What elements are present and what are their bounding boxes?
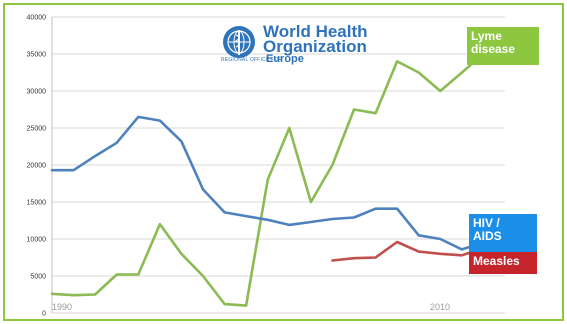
data-point-hiv-aids — [417, 234, 420, 237]
data-point-hiv-aids — [202, 188, 204, 191]
data-point-lyme-disease — [266, 179, 269, 181]
hiv-label: HIV / AIDS — [469, 214, 537, 252]
data-point-lyme-disease — [310, 201, 312, 203]
data-point-lyme-disease — [353, 108, 355, 111]
measles-label: Measles — [469, 252, 537, 274]
data-point-lyme-disease — [331, 164, 334, 166]
who-title-line1: World Health — [263, 22, 368, 41]
y-tick-label: 10000 — [27, 237, 47, 244]
data-point-hiv-aids — [353, 216, 355, 219]
data-point-lyme-disease — [288, 127, 291, 129]
data-point-lyme-disease — [461, 71, 463, 74]
data-point-lyme-disease — [180, 253, 183, 255]
series-line-measles — [331, 240, 485, 262]
y-tick-label: 25000 — [27, 126, 47, 133]
data-point-hiv-aids — [72, 169, 75, 171]
x-label-end: 2010 — [430, 302, 450, 312]
who-title-line2: Organization — [263, 37, 367, 56]
data-point-lyme-disease — [159, 223, 161, 225]
data-point-hiv-aids — [396, 207, 398, 210]
data-point-lyme-disease — [374, 112, 377, 114]
data-point-lyme-disease — [72, 294, 75, 297]
data-point-lyme-disease — [223, 303, 226, 305]
data-point-measles — [417, 250, 420, 253]
data-point-hiv-aids — [374, 207, 377, 210]
data-point-hiv-aids — [439, 238, 442, 240]
data-point-lyme-disease — [94, 293, 96, 296]
y-tick-label: 35000 — [27, 52, 47, 59]
data-point-lyme-disease — [396, 60, 398, 63]
data-point-lyme-disease — [245, 304, 247, 307]
data-point-hiv-aids — [223, 211, 226, 214]
data-point-lyme-disease — [202, 275, 204, 277]
data-point-hiv-aids — [310, 221, 312, 223]
y-tick-label: 30000 — [27, 89, 47, 96]
hiv-label-text: HIV / AIDS — [473, 216, 502, 243]
data-point-hiv-aids — [266, 219, 269, 221]
data-point-hiv-aids — [159, 119, 161, 122]
data-point-measles — [331, 259, 334, 262]
y-tick-label: 15000 — [27, 200, 47, 207]
data-point-lyme-disease — [439, 90, 442, 92]
lyme-label-text: Lyme disease — [471, 29, 516, 56]
data-point-measles — [461, 254, 463, 257]
y-tick-label: 40000 — [27, 15, 47, 22]
y-tick-label: 5000 — [30, 274, 46, 281]
data-point-hiv-aids — [94, 155, 96, 157]
data-point-hiv-aids — [180, 140, 183, 143]
data-point-hiv-aids — [115, 142, 118, 144]
y-axis-ticks: 0 5000 10000 15000 20000 25000 30000 35000 40000 — [27, 15, 47, 318]
data-point-hiv-aids — [137, 116, 140, 118]
who-region: Europe — [266, 53, 304, 65]
chart-frame: 0 5000 10000 15000 20000 25000 30000 35000 40000… — [3, 3, 564, 321]
who-regional-office: REGIONAL OFFICE FOR — [221, 57, 283, 63]
data-point-hiv-aids — [288, 224, 291, 226]
line-chart: 0 5000 10000 15000 20000 25000 30000 35000 40000… — [27, 15, 505, 318]
data-point-measles — [374, 256, 377, 259]
who-title: World Health Organization — [263, 22, 368, 56]
x-label-start: 1990 — [52, 302, 72, 312]
data-point-measles — [439, 253, 442, 255]
lyme-label: Lyme disease — [467, 27, 539, 65]
y-tick-label: 20000 — [27, 163, 47, 170]
data-point-hiv-aids — [245, 215, 247, 217]
data-point-hiv-aids — [51, 169, 53, 171]
series-layer — [50, 52, 485, 307]
measles-label-text: Measles — [473, 254, 520, 268]
data-point-lyme-disease — [137, 273, 140, 276]
data-point-measles — [396, 241, 398, 243]
data-point-lyme-disease — [417, 71, 420, 74]
data-point-measles — [353, 257, 355, 259]
data-point-lyme-disease — [115, 273, 118, 276]
who-emblem-icon — [223, 26, 255, 58]
data-point-hiv-aids — [331, 218, 334, 220]
data-point-hiv-aids — [461, 248, 463, 251]
data-point-lyme-disease — [51, 293, 53, 295]
y-tick-label: 0 — [42, 311, 46, 318]
